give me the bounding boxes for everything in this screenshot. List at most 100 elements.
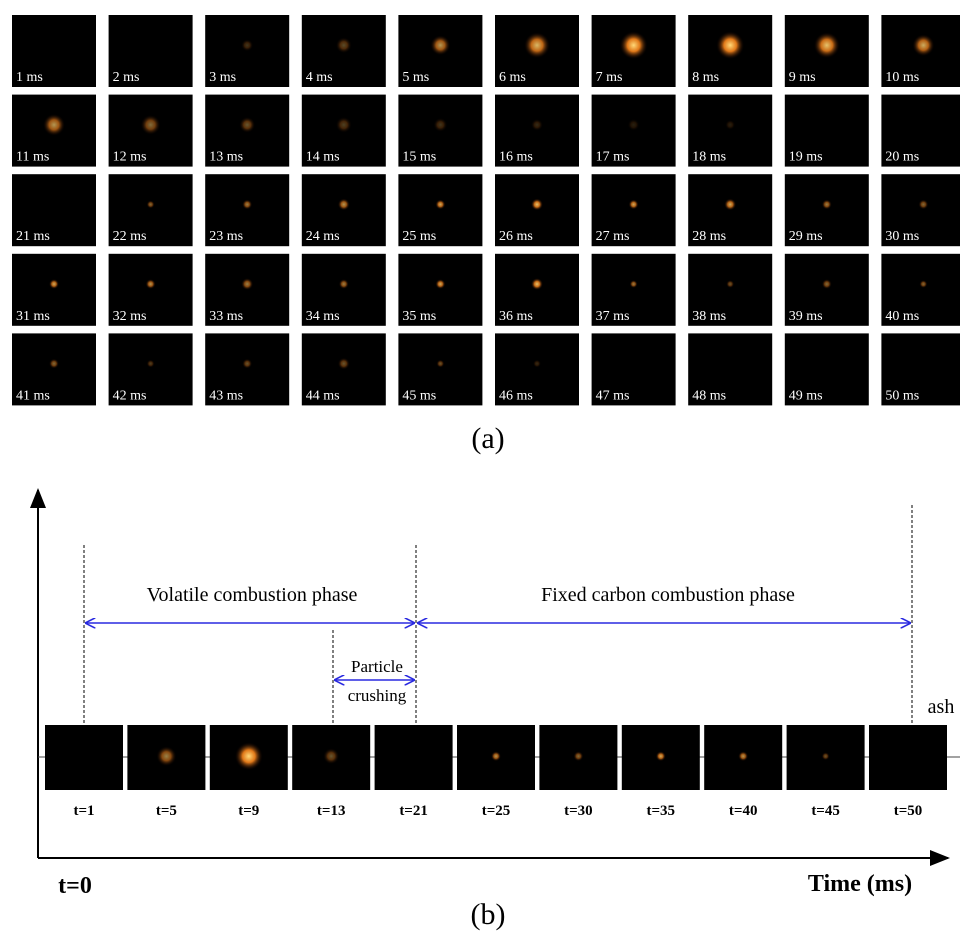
frame-label: 35 ms: [402, 309, 436, 324]
frame-label: 27 ms: [596, 229, 630, 244]
frame-label: 5 ms: [402, 70, 429, 85]
frame-label: 46 ms: [499, 388, 533, 403]
frame-label: 12 ms: [113, 150, 147, 165]
frame: [398, 333, 483, 406]
frame-label: 1 ms: [16, 70, 43, 85]
frame: [591, 253, 676, 326]
frame-label: 36 ms: [499, 309, 533, 324]
frame-label: 44 ms: [306, 388, 340, 403]
frame: [301, 253, 386, 326]
frame-label: 37 ms: [596, 309, 630, 324]
frame-label: 6 ms: [499, 70, 526, 85]
frame: [108, 15, 193, 87]
particle-glow: [531, 278, 543, 291]
particle-glow: [234, 742, 263, 771]
frame-label: 31 ms: [16, 309, 50, 324]
phase-label: Volatile combustion phase: [147, 584, 358, 606]
panel-b: Volatile combustion phase Fixed carbon c…: [30, 488, 960, 899]
frame-label: 17 ms: [596, 150, 630, 165]
frame-label: 8 ms: [692, 70, 719, 85]
frame-label: 32 ms: [113, 309, 147, 324]
frame-label: 10 ms: [885, 70, 919, 85]
particle-glow: [919, 280, 928, 289]
particle-glow: [524, 32, 550, 59]
frame: [784, 174, 869, 247]
frame: [398, 253, 483, 326]
frame-label: 50 ms: [885, 388, 919, 403]
particle-glow: [435, 199, 446, 210]
frame-label: 2 ms: [113, 70, 140, 85]
particle-glow: [724, 198, 737, 211]
particle-glow: [738, 751, 749, 762]
frame-label: 16 ms: [499, 150, 533, 165]
frame-label: 40 ms: [885, 309, 919, 324]
particle-glow: [145, 279, 156, 290]
frame: [688, 94, 773, 167]
frame-label: t=40: [729, 803, 758, 819]
particle-glow: [821, 199, 832, 210]
frame-label: 42 ms: [113, 388, 147, 403]
frame-label: 23 ms: [209, 229, 243, 244]
frame-label: 24 ms: [306, 229, 340, 244]
frame-label: 3 ms: [209, 70, 236, 85]
ash-label: ash: [928, 696, 955, 718]
frame-label: 21 ms: [16, 229, 50, 244]
frame-label: 28 ms: [692, 229, 726, 244]
frame: [12, 333, 96, 406]
particle-glow: [531, 198, 543, 211]
frame: [784, 333, 869, 406]
frame: [205, 174, 290, 247]
frame: [12, 174, 96, 247]
particle-glow: [813, 32, 840, 59]
frame-label: 47 ms: [596, 388, 630, 403]
frame: [784, 253, 869, 326]
frame-label: 43 ms: [209, 388, 243, 403]
frame: [398, 174, 483, 247]
particle-glow: [338, 279, 349, 290]
phase-label: Fixed carbon combustion phase: [541, 584, 795, 606]
particle-glow: [726, 280, 735, 289]
frame: [881, 253, 960, 326]
particle-glow: [335, 37, 352, 54]
frame-label: 45 ms: [402, 388, 436, 403]
frame: [374, 725, 453, 790]
frame-label: t=13: [317, 803, 346, 819]
origin-label: t=0: [58, 873, 92, 899]
particle-glow: [629, 280, 638, 289]
particle-glow: [156, 746, 177, 767]
frame-label: t=9: [238, 803, 259, 819]
particle-glow: [725, 119, 736, 130]
frame-label: 34 ms: [306, 309, 340, 324]
caption: (b): [471, 898, 506, 931]
particle-glow: [433, 117, 448, 132]
frame-label: 39 ms: [789, 309, 823, 324]
frame-label: 25 ms: [402, 229, 436, 244]
frame: [495, 333, 579, 406]
frame: [108, 333, 193, 406]
frame-label: t=1: [73, 803, 94, 819]
particle-glow: [716, 31, 745, 60]
particle-glow: [912, 34, 935, 57]
frame: [881, 174, 960, 247]
particle-glow: [573, 751, 584, 762]
frame-label: t=45: [811, 803, 840, 819]
particle-glow: [436, 359, 445, 368]
particle-glow: [239, 116, 256, 133]
particle-glow: [335, 116, 352, 133]
particle-glow: [918, 199, 929, 210]
particle-glow: [49, 358, 59, 369]
frame-label: t=5: [156, 803, 177, 819]
frame-label: 41 ms: [16, 388, 50, 403]
frame: [12, 253, 96, 326]
particle-glow: [241, 39, 254, 52]
frame-label: t=35: [647, 803, 676, 819]
particle-glow: [146, 359, 155, 368]
frame-label: 7 ms: [596, 70, 623, 85]
panel-a: 1 ms 2 ms 3 ms 4 ms 5 ms 6 ms 7 ms 8 ms 9 ms 10 m…: [12, 15, 960, 406]
frame-label: 20 ms: [885, 150, 919, 165]
frame-label: 26 ms: [499, 229, 533, 244]
frame: [12, 15, 96, 87]
frame-label: 9 ms: [789, 70, 816, 85]
frame: [591, 333, 676, 406]
